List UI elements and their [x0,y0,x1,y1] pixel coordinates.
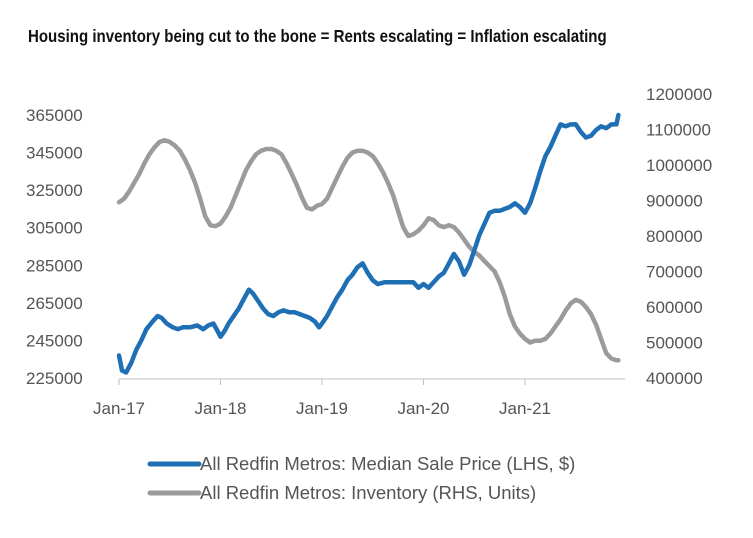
y-right-tick-label: 900000 [646,192,703,211]
series-lines [116,112,621,375]
x-tick-label: Jan-21 [499,399,551,418]
series-line-inventory [116,137,621,363]
y-right-tick-label: 800000 [646,227,703,246]
y-left-tick-label: 325000 [26,181,83,200]
y-right-tick-label: 700000 [646,263,703,282]
y-left-tick-label: 285000 [26,256,83,275]
y-left-tick-label: 345000 [26,144,83,163]
y-left-tick-label: 305000 [26,219,83,238]
legend-label: All Redfin Metros: Median Sale Price (LH… [200,453,575,474]
y-right-tick-label: 1000000 [646,156,712,175]
legend-label: All Redfin Metros: Inventory (RHS, Units… [200,482,536,503]
y-right-tick-label: 400000 [646,369,703,388]
y-right-tick-label: 1100000 [646,121,711,140]
y-left-tick-label: 365000 [26,106,83,125]
y-left-tick-label: 265000 [26,294,83,313]
y-right-tick-label: 1200000 [646,85,712,104]
legend: All Redfin Metros: Median Sale Price (LH… [147,453,575,503]
chart-title: Housing inventory being cut to the bone … [28,26,607,46]
y-left-tick-label: 245000 [26,331,83,350]
axes: Jan-17 Jan-18 Jan-19 Jan-20 Jan-21 225000 2450… [26,85,712,418]
x-tick-label: Jan-17 [93,399,145,418]
y-right-tick-label: 500000 [646,334,703,353]
x-tick-label: Jan-18 [195,399,247,418]
x-tick-label: Jan-19 [296,399,348,418]
x-tick-label: Jan-20 [398,399,450,418]
y-left-tick-label: 225000 [26,369,83,388]
y-right-tick-label: 600000 [646,298,703,317]
series-line-median-sale-price [116,112,621,375]
